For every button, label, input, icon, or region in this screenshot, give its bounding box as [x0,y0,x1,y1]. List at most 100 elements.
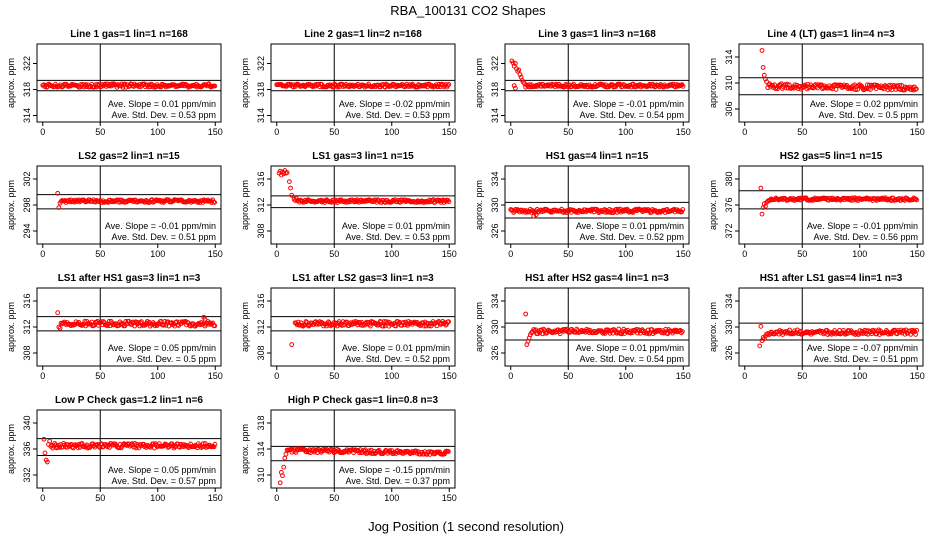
y-axis-label: approx. ppm [240,302,250,352]
data-point [303,319,309,324]
x-tick-label: 150 [676,249,691,259]
std-dev-annotation: Ave. Std. Dev. = 0.57 ppm [112,476,216,486]
data-point [380,323,386,329]
std-dev-annotation: Ave. Std. Dev. = 0.52 ppm [346,354,450,364]
data-point [600,330,606,336]
data-point [913,86,919,92]
y-tick-label: 330 [490,197,500,212]
y-tick-label: 308 [256,223,266,238]
x-tick-label: 0 [742,249,747,259]
y-tick-label: 336 [22,441,32,456]
panel-7: HS1 gas=4 lin=1 n=15 0 50 100 150 326 330 334 ap… [474,151,691,259]
y-tick-label: 314 [490,108,500,123]
panel-title: LS1 after HS1 gas=3 lin=1 n=3 [58,273,201,284]
data-point [759,211,765,217]
slope-annotation: Ave. Slope = 0.02 ppm/min [810,99,918,109]
y-tick-label: 312 [256,197,266,212]
data-point [857,328,863,334]
y-tick-label: 322 [490,56,500,71]
y-tick-label: 322 [256,56,266,71]
x-tick-label: 0 [40,371,45,381]
data-point [110,199,116,205]
data-point [680,207,686,212]
panel-4: Line 4 (LT) gas=1 lin=4 n=3 0 50 100 150 306 3… [708,29,925,137]
std-dev-annotation: Ave. Std. Dev. = 0.54 ppm [580,354,684,364]
panel-11: HS1 after HS2 gas=4 lin=1 n=3 0 50 100 150 32… [474,273,691,381]
data-point [913,196,919,202]
data-point [314,447,319,453]
scatter-points [289,318,452,347]
y-axis-label: approx. ppm [6,58,16,108]
data-point [212,441,218,447]
slope-annotation: Ave. Slope = 0.01 ppm/min [108,99,216,109]
panel-12: HS1 after LS1 gas=4 lin=1 n=3 0 50 100 150 32… [708,273,925,381]
data-point [661,207,667,213]
data-point [70,445,76,451]
y-tick-label: 314 [724,49,734,64]
scatter-points [55,190,218,211]
y-tick-label: 302 [22,171,32,186]
y-axis-label: approx. ppm [474,58,484,108]
x-tick-label: 150 [442,249,457,259]
y-axis-label: approx. ppm [6,180,16,230]
x-tick-label: 0 [40,493,45,503]
y-tick-label: 312 [22,319,32,334]
std-dev-annotation: Ave. Std. Dev. = 0.56 ppm [814,232,918,242]
y-tick-label: 334 [490,293,500,308]
y-axis-label: approx. ppm [240,180,250,230]
std-dev-annotation: Ave. Std. Dev. = 0.53 ppm [346,110,450,120]
x-tick-label: 100 [618,127,633,137]
data-point [597,209,603,214]
data-point [212,83,218,89]
panel-title: LS1 after LS2 gas=3 lin=1 n=3 [292,273,434,284]
x-tick-label: 50 [95,127,105,137]
data-point [212,323,218,329]
x-tick-label: 100 [852,127,867,137]
data-point [288,185,293,191]
plot-frame [504,43,690,123]
panel-title: Line 4 (LT) gas=1 lin=4 n=3 [767,29,895,40]
data-point [840,327,846,333]
y-tick-label: 298 [22,197,32,212]
data-point [44,459,50,465]
y-tick-label: 314 [22,108,32,123]
data-point [897,82,903,88]
data-point [679,329,685,334]
data-point [326,82,331,88]
data-point [841,330,847,336]
data-point [835,82,841,88]
x-tick-label: 100 [618,249,633,259]
x-tick-label: 50 [329,493,339,503]
x-tick-label: 50 [95,249,105,259]
y-tick-label: 326 [724,345,734,360]
data-point [57,445,62,450]
data-point [758,323,764,329]
y-tick-label: 376 [724,197,734,212]
panel-6: LS1 gas=3 lin=1 n=15 0 50 100 150 308 312 316 ap… [240,151,457,259]
panel-title: HS1 gas=4 lin=1 n=15 [546,151,649,162]
slope-annotation: Ave. Slope = -0.01 ppm/min [105,221,216,231]
x-tick-label: 150 [676,127,691,137]
scatter-points [55,310,218,331]
data-point [446,82,452,87]
data-point [284,170,290,175]
data-point [757,343,763,349]
data-point [679,209,685,215]
data-point [874,331,879,337]
x-tick-label: 100 [384,127,399,137]
x-tick-label: 150 [910,249,925,259]
panel-title: Line 2 gas=1 lin=2 n=168 [304,29,422,40]
x-tick-label: 0 [274,127,279,137]
y-tick-label: 334 [724,293,734,308]
data-point [759,48,765,53]
scatter-points [508,206,686,219]
data-point [57,325,63,331]
data-point [82,319,88,324]
x-tick-label: 0 [274,493,279,503]
panel-2: Line 2 gas=1 lin=2 n=168 0 50 100 150 314 318 3… [240,29,457,137]
panel-title: HS2 gas=5 lin=1 n=15 [780,151,883,162]
panel-title: High P Check gas=1 lin=0.8 n=3 [288,395,439,406]
x-tick-label: 0 [508,371,513,381]
